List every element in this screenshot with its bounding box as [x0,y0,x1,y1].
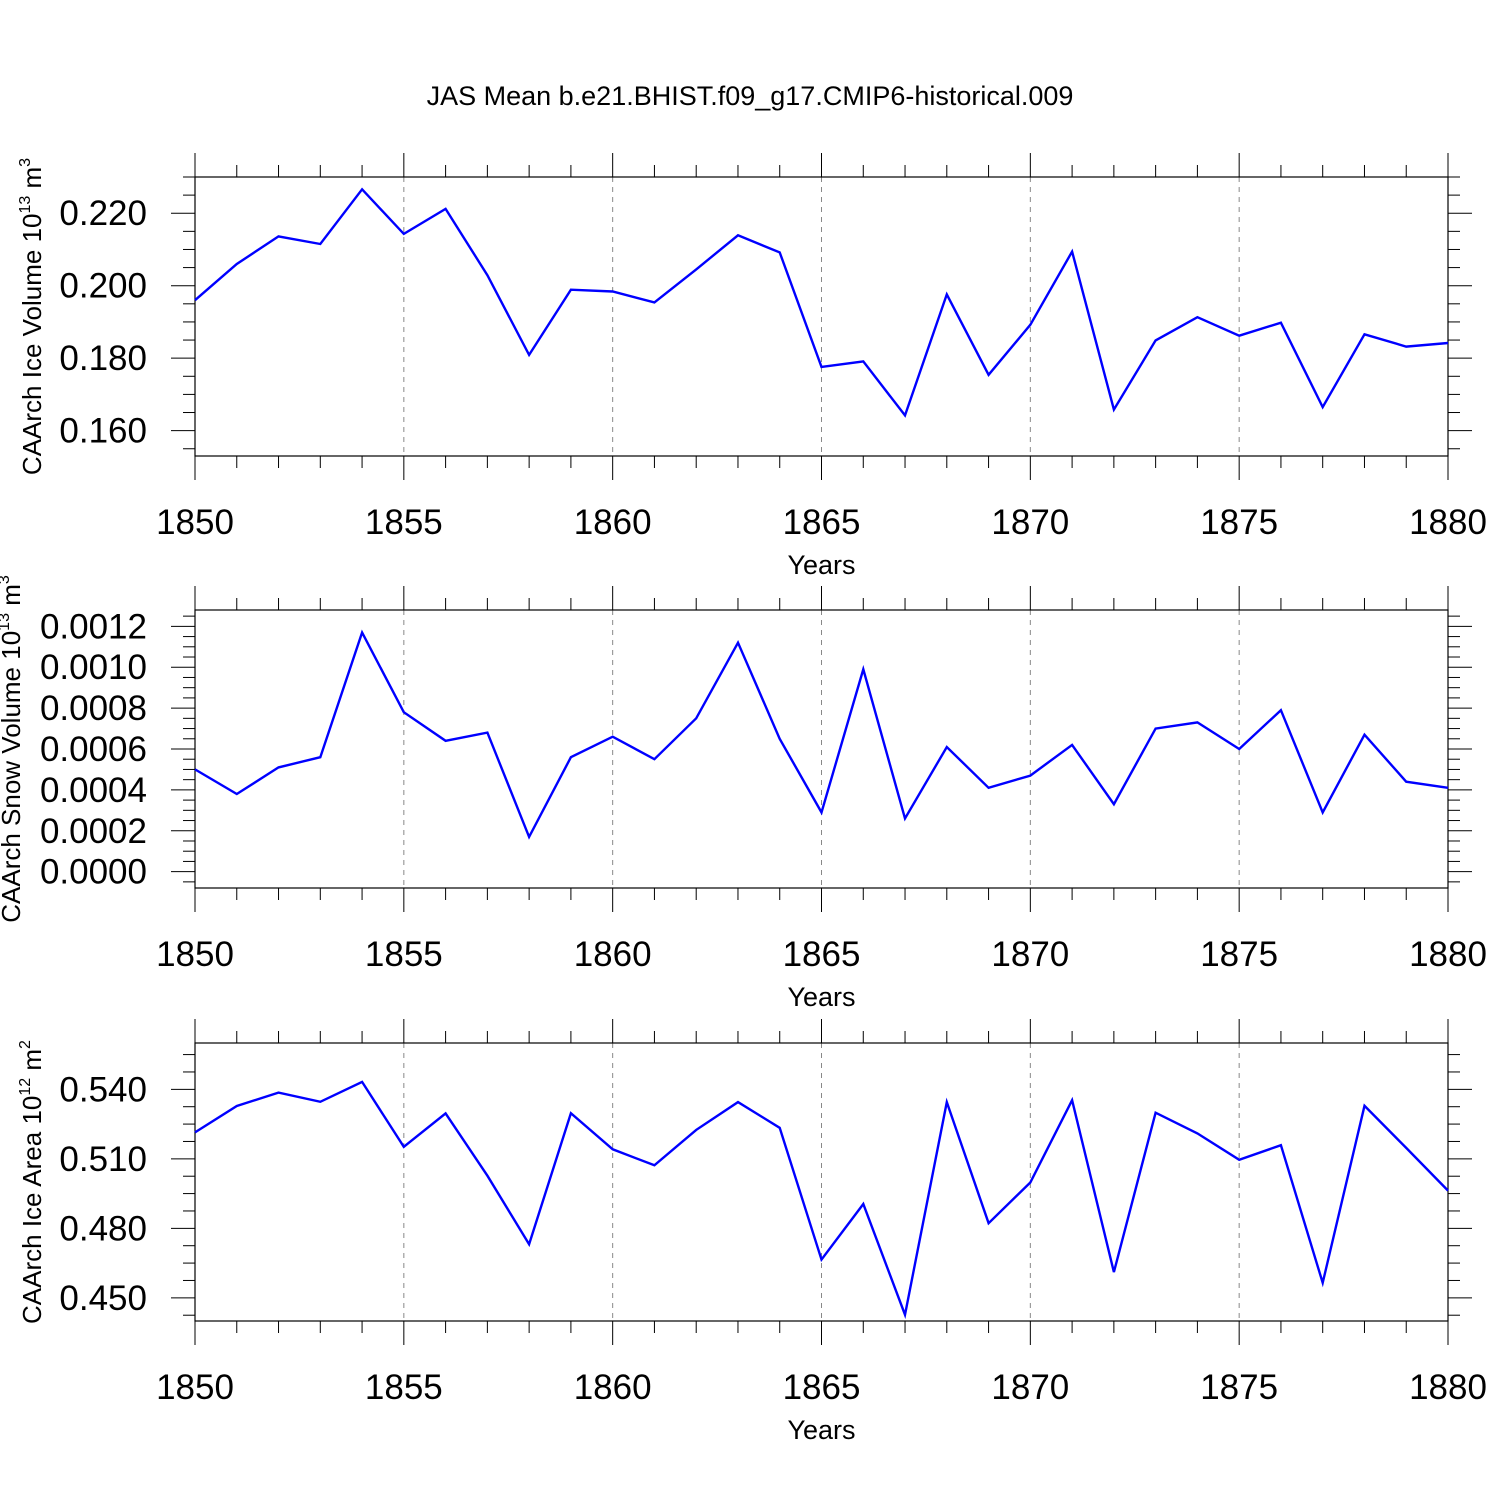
y-axis-label-text: CAArch Ice Area 10 [17,1096,47,1324]
y-tick-label: 0.450 [59,1279,147,1318]
y-tick-label: 0.0012 [40,607,147,646]
y-axis-label-text: CAArch Snow Volume 10 [0,631,26,923]
panel-1: 1850 1855 1860 1865 1870 1875 1880 Years 0.160 0.… [17,153,1487,580]
x-tick-label: 1850 [156,1368,234,1407]
y-tick-label: 0.510 [59,1140,147,1179]
x-tick-label: 1875 [1200,935,1278,974]
x-tick-label: 1865 [783,1368,861,1407]
x-axis-label: Years [787,550,855,580]
x-tick-label: 1875 [1200,503,1278,542]
y-axis-label: CAArch Ice Volume 1013 m3 [17,158,47,475]
x-axis-label: Years [787,1415,855,1445]
y-axis-label-unit: m [17,167,47,196]
panel-3: 1850 1855 1860 1865 1870 1875 1880 Years 0.450 0.… [17,1019,1487,1445]
x-tick-label: 1870 [991,1368,1069,1407]
y-tick-label: 0.0006 [40,730,147,769]
y-tick-label: 0.180 [59,339,147,378]
y-tick-label: 0.0000 [40,853,147,892]
panel-2: 1850 1855 1860 1865 1870 1875 1880Years0.00000… [0,575,1487,1012]
figure-title: JAS Mean b.e21.BHIST.f09_g17.CMIP6-histo… [427,81,1074,111]
y-tick-label: 0.480 [59,1209,147,1248]
y-axis-label-exponent: 12 [17,1078,34,1096]
x-tick-label: 1880 [1409,503,1487,542]
x-tick-label: 1860 [574,935,652,974]
y-axis-label: CAArch Ice Area 1012 m2 [17,1040,47,1324]
x-tick-label: 1850 [156,503,234,542]
y-axis-label-unit: m [17,1049,47,1078]
x-tick-label: 1880 [1409,935,1487,974]
x-tick-label: 1860 [574,1368,652,1407]
x-tick-label: 1850 [156,935,234,974]
x-tick-label: 1865 [783,503,861,542]
series-line-1 [194,187,1449,418]
x-tick-label: 1855 [365,1368,443,1407]
x-tick-label: 1855 [365,935,443,974]
x-tick-label: 1855 [365,503,443,542]
y-axis-label-unit-exponent: 2 [17,1040,34,1049]
y-tick-label: 0.200 [59,267,147,306]
y-axis-label-text: CAArch Ice Volume 10 [17,214,47,476]
x-tick-label: 1870 [991,935,1069,974]
x-tick-label: 1875 [1200,1368,1278,1407]
y-axis-label-unit-exponent: 3 [0,575,13,584]
series-line-1 [194,629,1449,840]
x-tick-label: 1860 [574,503,652,542]
y-tick-label: 0.0010 [40,648,147,687]
y-tick-label: 0.540 [59,1070,147,1109]
y-axis-label-exponent: 13 [17,196,34,214]
y-tick-label: 0.0002 [40,812,147,851]
x-axis-label: Years [787,982,855,1012]
y-tick-label: 0.0004 [40,771,147,810]
y-tick-label: 0.0008 [40,689,147,728]
x-tick-label: 1880 [1409,1368,1487,1407]
panels: 1850 1855 1860 1865 1870 1875 1880 Years 0.160 0.… [0,153,1487,1445]
y-tick-label: 0.220 [59,194,147,233]
y-tick-label: 0.160 [59,412,147,451]
y-axis-label-unit-exponent: 3 [17,158,34,167]
y-axis-label-exponent: 13 [0,613,13,631]
x-tick-label: 1865 [783,935,861,974]
y-axis-label-unit: m [0,584,26,613]
x-tick-label: 1870 [991,503,1069,542]
y-axis-label: CAArch Snow Volume 1013 m3 [0,575,26,923]
